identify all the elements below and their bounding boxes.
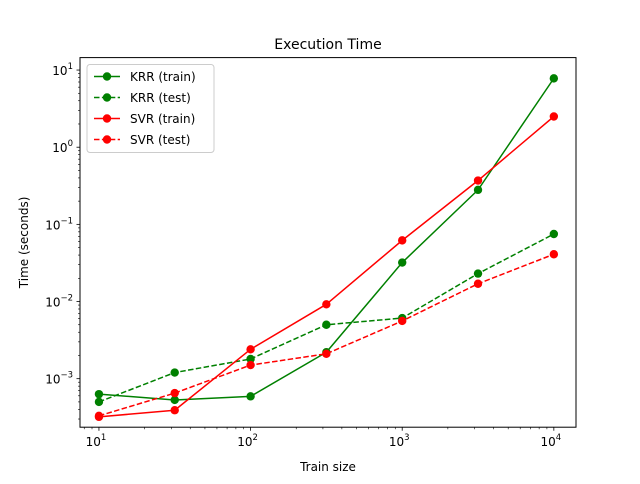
legend-label: KRR (train) xyxy=(130,70,196,84)
y-tick-label: 100 xyxy=(52,139,73,155)
data-point xyxy=(549,250,559,259)
data-point xyxy=(473,269,483,278)
data-point xyxy=(94,411,104,421)
series-layer xyxy=(94,74,559,422)
chart-title: Execution Time xyxy=(274,37,381,53)
legend-marker-swatch xyxy=(102,93,112,102)
y-tick-label: 101 xyxy=(52,62,73,78)
legend-marker-swatch xyxy=(102,135,112,144)
legend-label: SVR (train) xyxy=(130,112,195,126)
series-4 xyxy=(94,250,559,421)
x-tick-label: 101 xyxy=(86,433,107,449)
y-tick-label: 10−2 xyxy=(45,294,73,310)
data-point xyxy=(170,368,179,377)
data-point xyxy=(398,236,407,245)
data-point xyxy=(473,279,483,288)
data-point xyxy=(246,392,255,401)
data-point xyxy=(549,74,559,83)
legend-frame xyxy=(86,64,215,153)
data-point xyxy=(322,349,331,359)
legend-marker-swatch xyxy=(102,114,112,123)
data-point xyxy=(473,176,483,185)
data-point xyxy=(398,316,407,326)
x-tick-label: 103 xyxy=(389,433,410,449)
data-point xyxy=(322,320,331,329)
legend: KRR (train) KRR (test) SVR (train) SVR (tes… xyxy=(86,64,215,153)
y-axis-label: Time (seconds) xyxy=(17,197,31,290)
data-point xyxy=(246,354,255,364)
data-point xyxy=(94,389,104,399)
data-point xyxy=(473,185,483,195)
data-point xyxy=(246,360,255,370)
data-point xyxy=(398,258,407,267)
legend-label: SVR (test) xyxy=(130,133,190,147)
ticks-layer: 101 102 103 104 10−3 10−2 10−1 100 101 xyxy=(45,62,561,449)
data-point xyxy=(549,229,559,239)
data-point xyxy=(170,388,179,398)
x-tick-label: 104 xyxy=(540,433,561,449)
y-tick-label: 10−3 xyxy=(45,371,73,387)
plot-frame xyxy=(79,57,577,428)
data-point xyxy=(246,345,255,354)
data-point xyxy=(94,397,104,407)
data-point xyxy=(549,112,559,121)
legend-label: KRR (test) xyxy=(130,91,191,105)
x-tick-label: 102 xyxy=(237,433,258,449)
data-point xyxy=(170,406,179,415)
data-point xyxy=(322,300,331,309)
legend-marker-swatch xyxy=(102,72,112,81)
y-tick-label: 10−1 xyxy=(45,216,73,232)
x-axis-label: Train size xyxy=(299,460,356,474)
data-point xyxy=(170,395,179,405)
